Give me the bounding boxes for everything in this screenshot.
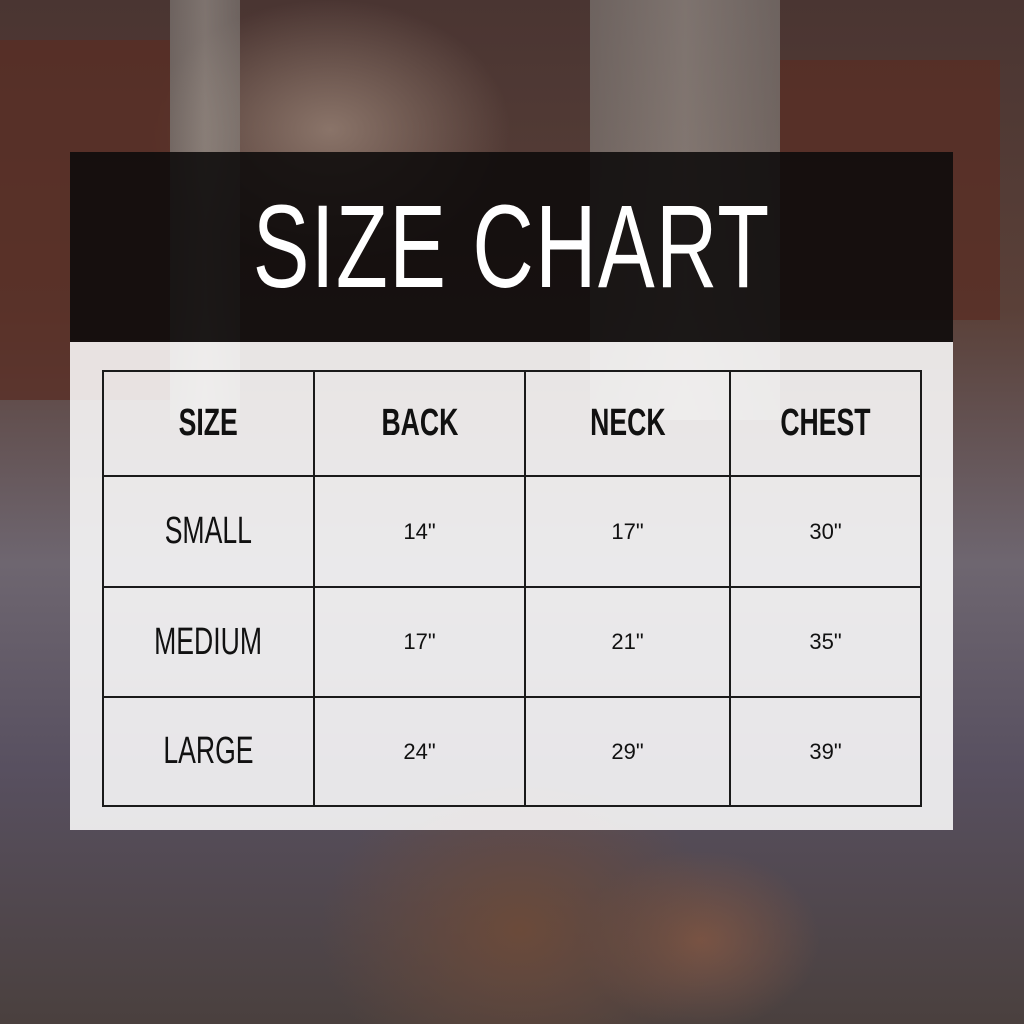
- table-row: MEDIUM 17" 21" 35": [102, 586, 922, 698]
- header-neck: NECK: [524, 370, 731, 477]
- back-value: 24": [313, 696, 526, 807]
- chest-value: 39": [729, 696, 922, 807]
- chest-value: 30": [729, 475, 922, 588]
- header-size: SIZE: [102, 370, 315, 477]
- size-label: MEDIUM: [102, 586, 315, 698]
- table-row: LARGE 24" 29" 39": [102, 696, 922, 807]
- neck-value: 29": [524, 696, 731, 807]
- back-value: 14": [313, 475, 526, 588]
- title-banner: SIZE CHART: [70, 152, 953, 342]
- neck-value: 17": [524, 475, 731, 588]
- neck-value: 21": [524, 586, 731, 698]
- back-value: 17": [313, 586, 526, 698]
- header-back: BACK: [313, 370, 526, 477]
- size-label: LARGE: [102, 696, 315, 807]
- table-row: SMALL 14" 17" 30": [102, 475, 922, 588]
- size-label: SMALL: [102, 475, 315, 588]
- table-header-row: SIZE BACK NECK CHEST: [102, 370, 922, 477]
- size-table: SIZE BACK NECK CHEST SMALL 14" 17" 30" M…: [102, 370, 922, 807]
- header-chest: CHEST: [729, 370, 922, 477]
- chest-value: 35": [729, 586, 922, 698]
- page-title: SIZE CHART: [252, 181, 771, 313]
